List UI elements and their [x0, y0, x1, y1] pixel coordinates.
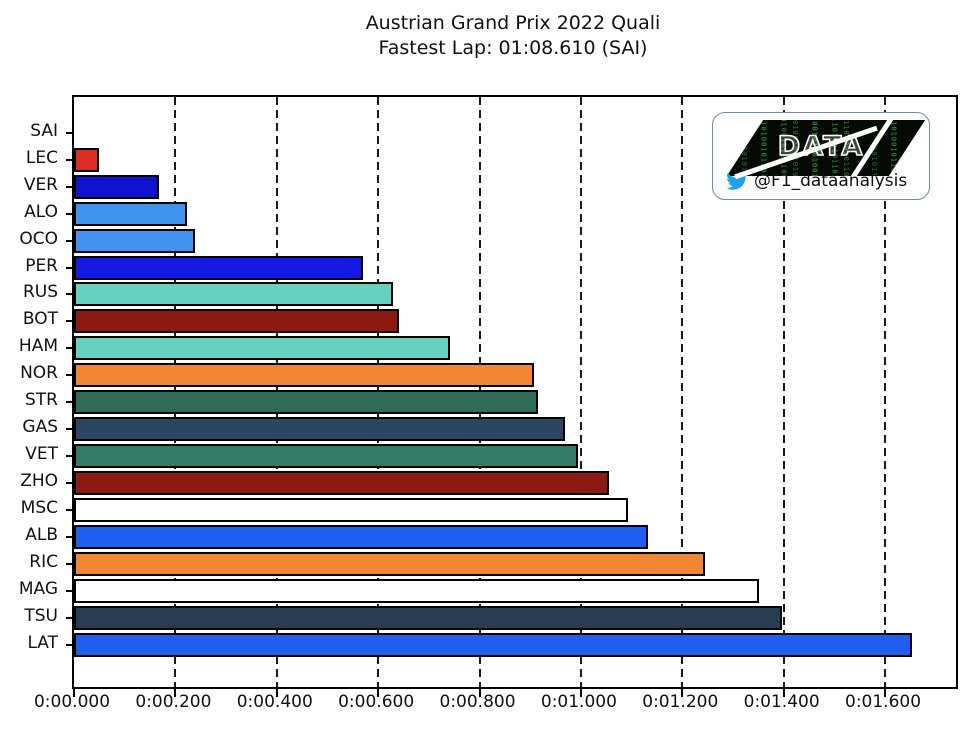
ytick-tsu [66, 616, 74, 619]
bar-lat [74, 632, 912, 657]
xtick-1.6 [884, 689, 887, 697]
ytick-nor [66, 374, 74, 377]
bar-oco [74, 228, 195, 253]
ytick-oco [66, 239, 74, 242]
ytick-label-bot: BOT [22, 309, 58, 330]
bar-msc [74, 498, 628, 523]
ytick-label-lat: LAT [27, 632, 58, 653]
ytick-label-zho: ZHO [20, 471, 58, 492]
bar-nor [74, 363, 534, 388]
ytick-lat [66, 643, 74, 646]
bar-str [74, 390, 538, 415]
xtick-0.2 [174, 689, 177, 697]
bar-alo [74, 201, 187, 226]
xtick-1.2 [681, 689, 684, 697]
ytick-alo [66, 212, 74, 215]
ytick-label-mag: MAG [18, 578, 58, 599]
ytick-label-gas: GAS [22, 417, 58, 438]
x-axis-labels: 0:00.000 0:00.200 0:00.400 0:00.600 0:00.800… [0, 692, 980, 716]
bar-bot [74, 309, 399, 334]
xtick-label-1.4: 0:01.400 [743, 692, 820, 712]
xtick-label-1.0: 0:01.000 [540, 692, 617, 712]
bar-ham [74, 336, 450, 361]
ytick-label-alo: ALO [24, 201, 58, 222]
chart-subtitle: Fastest Lap: 01:08.610 (SAI) [378, 37, 648, 59]
xtick-label-0.6: 0:00.600 [338, 692, 415, 712]
ytick-rus [66, 293, 74, 296]
ytick-label-ric: RIC [29, 551, 58, 572]
xtick-label-0.8: 0:00.800 [439, 692, 516, 712]
xtick-0.0 [73, 689, 75, 697]
ytick-ric [66, 562, 74, 565]
ytick-label-tsu: TSU [24, 605, 58, 626]
xtick-label-0.4: 0:00.400 [236, 692, 313, 712]
bar-zho [74, 471, 609, 496]
ytick-label-ham: HAM [18, 336, 58, 357]
ytick-label-sai: SAI [30, 120, 58, 141]
ytick-ver [66, 185, 74, 188]
xtick-label-0.2: 0:00.200 [135, 692, 212, 712]
bar-mag [74, 578, 759, 603]
gridline-1.2 [681, 97, 684, 687]
ytick-label-rus: RUS [22, 282, 58, 303]
bar-gas [74, 417, 565, 442]
ytick-label-per: PER [25, 255, 58, 276]
bar-rus [74, 282, 393, 307]
xtick-1.0 [579, 689, 582, 697]
bar-ver [74, 174, 159, 199]
bar-ric [74, 551, 705, 576]
ytick-ham [66, 347, 74, 350]
ytick-sai [66, 131, 74, 134]
xtick-label-1.2: 0:01.200 [642, 692, 719, 712]
ytick-alb [66, 536, 74, 538]
logo-data-text: DATA [777, 130, 865, 163]
xtick-0.4 [275, 689, 278, 697]
ytick-gas [66, 428, 74, 431]
ytick-label-ver: VER [23, 174, 58, 195]
xtick-label-1.6: 0:01.600 [845, 692, 922, 712]
bar-per [74, 255, 363, 280]
bar-alb [74, 525, 648, 549]
xtick-0.8 [478, 689, 481, 697]
watermark-logo-box: 0110100101101001 1101001011010010 10100101… [712, 112, 930, 200]
twitter-handle-text: @F1_dataanalysis [754, 171, 908, 191]
bar-tsu [74, 605, 782, 630]
xtick-1.4 [782, 689, 785, 697]
ytick-label-nor: NOR [20, 363, 58, 384]
ytick-label-alb: ALB [25, 525, 58, 545]
gridline-1.0 [579, 97, 582, 687]
ytick-zho [66, 482, 74, 485]
ytick-label-oco: OCO [19, 228, 58, 249]
ytick-mag [66, 589, 74, 592]
f1-data-logo: 0110100101101001 1101001011010010 10100101… [726, 120, 926, 180]
ytick-msc [66, 509, 74, 512]
gridline-1.4 [782, 97, 785, 687]
bar-vet [74, 444, 578, 469]
xtick-0.6 [377, 689, 380, 697]
ytick-per [66, 266, 74, 269]
chart-title: Austrian Grand Prix 2022 Quali [365, 12, 661, 34]
bar-lec [74, 147, 99, 172]
gridline-1.6 [884, 97, 887, 687]
ytick-label-lec: LEC [25, 147, 58, 168]
ytick-label-vet: VET [25, 444, 58, 465]
ytick-label-msc: MSC [20, 498, 58, 519]
ytick-bot [66, 320, 74, 323]
ytick-vet [66, 455, 74, 458]
ytick-label-str: STR [25, 390, 58, 411]
ytick-str [66, 401, 74, 404]
y-axis-labels: SAI LEC VER ALO OCO PER RUS BOT HAM NOR STR GAS VET Z… [0, 95, 58, 685]
ytick-lec [66, 158, 74, 161]
xtick-label-0.0: 0:00.000 [33, 692, 111, 712]
